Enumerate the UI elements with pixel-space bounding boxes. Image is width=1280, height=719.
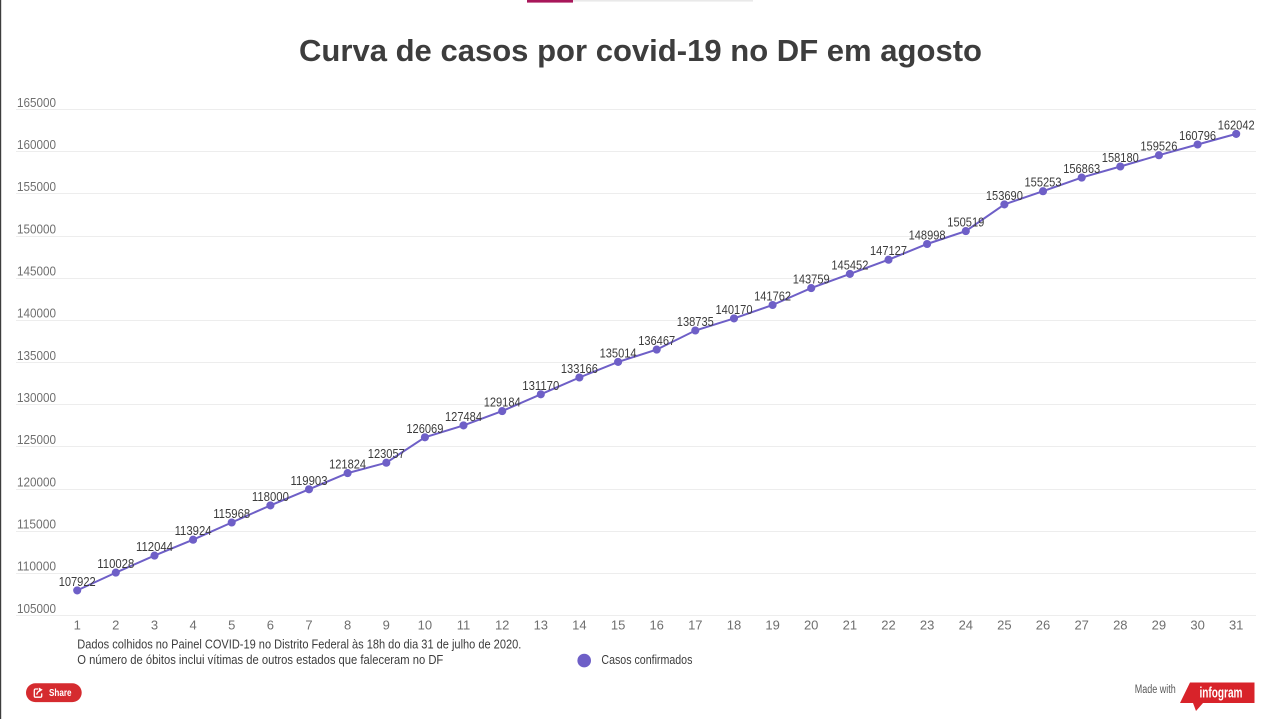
svg-text:13: 13 <box>534 618 548 633</box>
svg-text:11: 11 <box>457 618 471 633</box>
svg-text:138735: 138735 <box>677 314 714 329</box>
svg-text:27: 27 <box>1074 618 1088 633</box>
svg-text:4: 4 <box>189 618 196 633</box>
svg-text:118000: 118000 <box>252 489 289 504</box>
svg-text:147127: 147127 <box>870 243 907 258</box>
svg-text:159526: 159526 <box>1140 139 1177 154</box>
svg-text:110028: 110028 <box>97 556 134 571</box>
svg-text:12: 12 <box>495 618 509 633</box>
svg-text:150519: 150519 <box>947 215 984 230</box>
svg-text:113924: 113924 <box>175 523 212 538</box>
svg-text:Casos confirmados: Casos confirmados <box>601 652 692 667</box>
svg-text:10: 10 <box>418 618 432 633</box>
svg-text:20: 20 <box>804 618 818 633</box>
svg-text:158180: 158180 <box>1102 150 1139 165</box>
svg-text:19: 19 <box>765 618 779 633</box>
svg-text:133166: 133166 <box>561 361 598 376</box>
svg-text:115968: 115968 <box>213 506 250 521</box>
svg-text:125000: 125000 <box>17 432 56 447</box>
svg-text:156863: 156863 <box>1063 161 1100 176</box>
svg-text:115000: 115000 <box>17 517 56 532</box>
svg-text:15: 15 <box>611 618 625 633</box>
svg-text:8: 8 <box>344 618 351 633</box>
svg-text:24: 24 <box>959 618 973 633</box>
svg-text:26: 26 <box>1036 618 1050 633</box>
svg-text:25: 25 <box>997 618 1011 633</box>
svg-text:21: 21 <box>843 618 857 633</box>
svg-text:119903: 119903 <box>291 473 328 488</box>
svg-text:31: 31 <box>1229 618 1243 633</box>
svg-text:29: 29 <box>1152 618 1166 633</box>
svg-text:Share: Share <box>49 687 72 699</box>
svg-text:1: 1 <box>74 618 81 633</box>
svg-text:148998: 148998 <box>909 228 946 243</box>
svg-text:145452: 145452 <box>831 257 868 272</box>
svg-text:155000: 155000 <box>17 179 56 194</box>
svg-text:6: 6 <box>267 618 274 633</box>
svg-text:110000: 110000 <box>17 559 56 574</box>
svg-text:5: 5 <box>228 618 235 633</box>
svg-text:136467: 136467 <box>638 333 675 348</box>
svg-text:O número de óbitos inclui víti: O número de óbitos inclui vítimas de out… <box>77 652 443 667</box>
svg-text:141762: 141762 <box>754 289 791 304</box>
svg-text:123057: 123057 <box>368 446 405 461</box>
svg-text:17: 17 <box>688 618 702 633</box>
svg-text:7: 7 <box>305 618 312 633</box>
svg-text:23: 23 <box>920 618 934 633</box>
svg-text:9: 9 <box>383 618 390 633</box>
svg-text:121824: 121824 <box>329 457 366 472</box>
svg-text:Dados colhidos no Painel COVID: Dados colhidos no Painel COVID-19 no Dis… <box>77 637 521 652</box>
svg-text:2: 2 <box>112 618 119 633</box>
svg-text:105000: 105000 <box>17 601 56 616</box>
svg-text:140170: 140170 <box>716 302 753 317</box>
svg-text:3: 3 <box>151 618 158 633</box>
svg-text:160796: 160796 <box>1179 128 1216 143</box>
svg-text:22: 22 <box>881 618 895 633</box>
svg-text:120000: 120000 <box>17 474 56 489</box>
svg-text:30: 30 <box>1190 618 1204 633</box>
svg-text:143759: 143759 <box>793 272 830 287</box>
svg-text:155253: 155253 <box>1025 175 1062 190</box>
svg-text:150000: 150000 <box>17 221 56 236</box>
svg-text:107922: 107922 <box>59 574 96 589</box>
svg-text:16: 16 <box>649 618 663 633</box>
svg-text:153690: 153690 <box>986 188 1023 203</box>
svg-text:126069: 126069 <box>406 421 443 436</box>
svg-text:130000: 130000 <box>17 390 56 405</box>
svg-text:140000: 140000 <box>17 306 56 321</box>
svg-text:infogram: infogram <box>1200 685 1243 702</box>
svg-text:160000: 160000 <box>17 137 56 152</box>
svg-text:131170: 131170 <box>522 378 559 393</box>
svg-text:135000: 135000 <box>17 348 56 363</box>
svg-text:14: 14 <box>572 618 586 633</box>
svg-text:162042: 162042 <box>1218 117 1255 132</box>
svg-text:129184: 129184 <box>484 395 521 410</box>
svg-text:Curva de casos por covid-19 no: Curva de casos por covid-19 no DF em ago… <box>299 33 982 68</box>
svg-text:165000: 165000 <box>17 95 56 110</box>
svg-text:Made with: Made with <box>1135 684 1176 696</box>
svg-text:28: 28 <box>1113 618 1127 633</box>
svg-text:112044: 112044 <box>136 539 173 554</box>
svg-text:127484: 127484 <box>445 409 482 424</box>
svg-text:135014: 135014 <box>600 345 637 360</box>
svg-text:145000: 145000 <box>17 264 56 279</box>
svg-text:18: 18 <box>727 618 741 633</box>
